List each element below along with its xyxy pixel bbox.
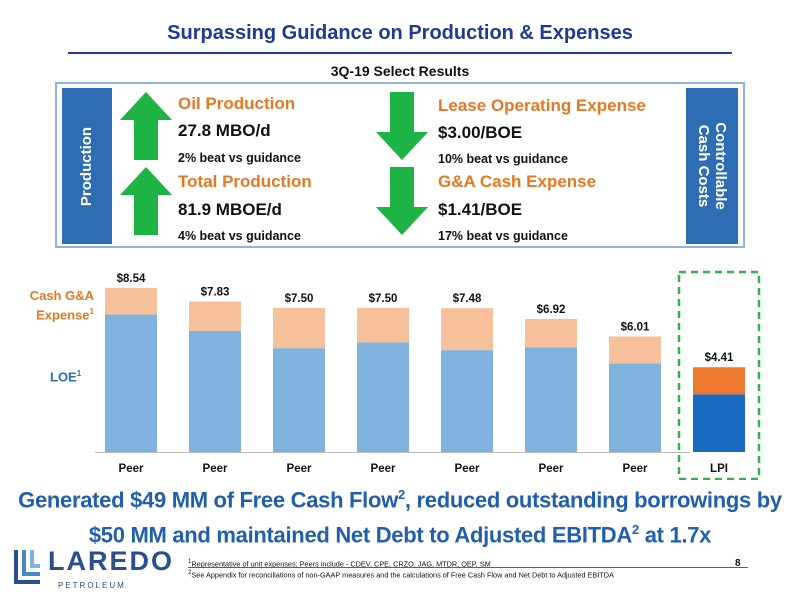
logo-name: LAREDO [48,546,174,576]
bar-loe [105,314,157,452]
loe-value: $3.00/BOE [438,123,523,142]
bar-cash-ga [273,307,325,349]
bar-loe [273,348,325,452]
bar-loe [357,342,409,452]
bar-total-label: $7.48 [453,293,482,305]
bar-cash-ga [441,308,493,351]
unit-expense-bar-chart: $8.54 Peer $7.83 Peer $7.50 Peer $7.50 Peer $7.4… [95,270,761,480]
page-number: 8 [735,558,741,569]
bar-cash-ga [609,336,661,364]
bar-total-label: $8.54 [117,273,146,285]
bar-cash-ga [189,301,241,331]
category-label: LPI [710,463,728,475]
headline-statement: Generated $49 MM of Free Cash Flow2, red… [18,487,782,548]
loe-title: Lease Operating Expense [438,96,646,115]
down-arrow-icon [376,92,428,160]
category-label: Peer [539,463,564,475]
total-production-title: Total Production [178,172,312,191]
total-production-value: 81.9 MBOE/d [178,200,282,219]
production-label: Production [78,126,96,206]
bar-loe [189,330,241,452]
footnote-divider [188,567,748,568]
bar-total-label: $6.92 [537,304,566,316]
down-arrow-icon [376,167,428,235]
category-label: Peer [203,463,228,475]
legend-cash-ga: Cash G&A Expense1 [29,288,94,323]
section-subtitle: 3Q-19 Select Results [330,63,470,79]
bar-loe [693,394,745,452]
bar-cash-ga [693,367,745,395]
legend-loe: LOE1 [50,369,82,385]
bar-cash-ga [525,318,577,348]
footnote-2: 2See Appendix for reconciliations of non… [188,569,614,580]
title-divider [68,52,732,54]
cash-costs-label-box: Controllable Cash Costs [686,88,738,244]
oil-production-value: 27.8 MBO/d [178,121,271,140]
bar-total-label: $6.01 [621,321,650,333]
cash-costs-label: Controllable Cash Costs [695,122,730,210]
bar-total-label: $7.50 [369,293,398,305]
bar-cash-ga [105,287,157,315]
ga-cash-title: G&A Cash Expense [438,172,597,191]
bar-loe [609,363,661,452]
production-label-box: Production [62,88,112,244]
bar-total-label: $7.50 [285,293,314,305]
bar-total-label: $7.83 [201,286,230,298]
up-arrow-icon [120,167,172,235]
ga-cash-beat: 17% beat vs guidance [438,229,568,243]
category-label: Peer [287,463,312,475]
bar-loe [441,350,493,452]
category-label: Peer [371,463,396,475]
loe-beat: 10% beat vs guidance [438,152,568,166]
lpi-highlight-box [677,270,761,480]
oil-production-title: Oil Production [178,94,296,113]
up-arrow-icon [120,92,172,160]
bar-total-label: $4.41 [705,352,734,364]
category-label: Peer [623,463,648,475]
category-label: Peer [455,463,480,475]
total-production-beat: 4% beat vs guidance [178,229,301,243]
laredo-logo-mark-icon [14,550,40,584]
bar-cash-ga [357,307,409,343]
oil-production-beat: 2% beat vs guidance [178,151,301,165]
ga-cash-value: $1.41/BOE [438,200,523,219]
laredo-logo: LAREDO PETROLEUM [10,546,210,596]
category-label: Peer [119,463,144,475]
footnote-1: 1Representative of unit expenses; Peers … [188,558,491,569]
bar-loe [525,347,577,452]
logo-subtitle: PETROLEUM [58,581,126,590]
page-title: Surpassing Guidance on Production & Expe… [167,22,633,44]
